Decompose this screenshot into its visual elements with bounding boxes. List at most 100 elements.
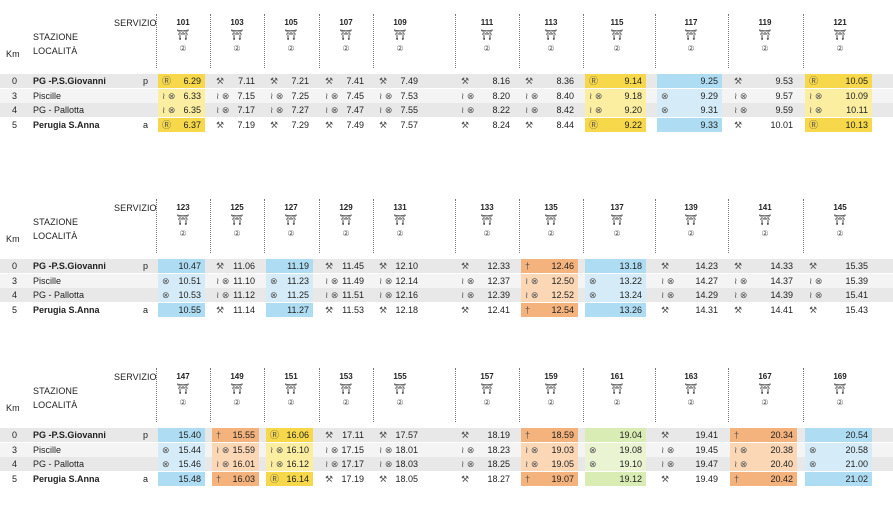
time-value: 11.25: [287, 290, 309, 300]
time-cell: Ⓡ 6.37: [158, 117, 205, 132]
time-cell: ⊗ 19.10: [585, 457, 646, 471]
circle-two-icon: ②: [483, 229, 491, 238]
request-stop-icon: ≀ ⊗: [734, 275, 748, 286]
time-cell: ≀ ⊗ 11.10: [212, 274, 259, 288]
stazione-label: STAZIONE: [33, 32, 79, 42]
station-name: PG -P.S.Giovanni: [33, 430, 106, 440]
service-symbol-icon: Ⓡ: [162, 76, 172, 86]
time-cell: ≀ ⊗ 16.12: [266, 457, 313, 471]
time-cell: ⚒ 11.45: [321, 259, 368, 273]
station-km: 3: [12, 444, 18, 455]
service-symbol-icon: ⚒: [661, 473, 670, 484]
time-value: 17.19: [341, 473, 364, 484]
request-stop-icon: ≀ ⊗: [809, 290, 823, 300]
service-symbol-icon: ⚒: [461, 76, 470, 86]
time-value: 19.08: [619, 444, 642, 455]
station-flag: p: [143, 261, 149, 271]
stazione-label: STAZIONE: [33, 386, 79, 396]
station-name: PG -P.S.Giovanni: [33, 76, 106, 86]
time-value: 19.49: [695, 473, 718, 484]
station-km: 5: [12, 304, 18, 315]
request-stop-icon: ≀ ⊗: [461, 459, 475, 469]
time-value: 14.33: [770, 261, 793, 271]
time-value: 12.37: [487, 275, 510, 286]
train-icon: ⛩: [339, 30, 353, 41]
service-symbol-icon: Ⓡ: [162, 119, 172, 130]
time-value: 13.18: [619, 261, 642, 271]
time-cell: ⊗ 11.23: [266, 273, 313, 288]
km-label: Km: [6, 234, 20, 244]
station-name: PG - Pallotta: [33, 290, 85, 300]
train-icon: ⛩: [758, 215, 772, 226]
time-value: 20.38: [770, 444, 793, 455]
time-cell: ≀ ⊗ 7.27: [266, 103, 313, 117]
column-divider: [583, 368, 584, 422]
request-stop-icon: ≀ ⊗: [589, 90, 603, 101]
time-cell: ≀ ⊗ 7.55: [375, 103, 422, 117]
service-symbol-icon: Ⓡ: [270, 473, 280, 484]
time-cell: ≀ ⊗ 20.40: [730, 457, 797, 471]
column-divider: [803, 368, 804, 422]
service-symbol-icon: ⚒: [461, 119, 470, 130]
train-header: 163 ⛩ ②: [669, 372, 713, 409]
time-cell: ≀ ⊗ 8.40: [521, 89, 578, 103]
train-number: 161: [610, 372, 624, 381]
service-symbol-icon: ⚒: [216, 119, 225, 130]
time-value: 17.11: [342, 430, 364, 440]
time-cell: ≀ ⊗ 10.09: [805, 88, 872, 103]
time-cell: ⊗ 13.22: [585, 273, 646, 288]
time-value: 20.58: [845, 444, 868, 455]
time-value: 7.45: [346, 90, 364, 101]
time-value: 18.23: [487, 444, 510, 455]
service-symbol-icon: †: [525, 261, 531, 271]
train-header: 147 ⛩ ②: [161, 372, 205, 409]
train-header: 113 ⛩ ②: [529, 18, 573, 55]
column-divider: [264, 199, 265, 253]
time-value: 12.14: [395, 275, 418, 286]
request-stop-icon: ≀ ⊗: [589, 105, 603, 115]
time-cell: ≀ ⊗ 17.15: [321, 443, 368, 457]
time-value: 9.29: [700, 90, 718, 101]
time-value: 12.54: [551, 304, 574, 315]
time-value: 11.12: [233, 290, 255, 300]
service-symbol-icon: ⚒: [525, 76, 534, 86]
request-stop-icon: ≀ ⊗: [734, 90, 748, 101]
request-stop-icon: ≀ ⊗: [525, 444, 539, 455]
request-stop-icon: ≀ ⊗: [661, 275, 675, 286]
time-value: 19.12: [619, 473, 642, 484]
train-icon: ⛩: [176, 215, 190, 226]
column-divider: [655, 14, 656, 68]
time-cell: ⚒ 12.10: [375, 259, 422, 273]
circle-two-icon: ②: [396, 398, 404, 407]
time-cell: ⚒ 18.05: [375, 472, 422, 486]
train-header: 131 ⛩ ②: [378, 203, 422, 240]
time-cell: † 18.59: [521, 428, 578, 442]
circle-two-icon: ②: [396, 229, 404, 238]
time-cell: ≀ ⊗ 7.15: [212, 89, 259, 103]
time-cell: ⚒ 17.11: [321, 428, 368, 442]
time-value: 7.49: [346, 119, 364, 130]
train-header: 109 ⛩ ②: [378, 18, 422, 55]
request-stop-icon: ⊗: [589, 444, 597, 455]
request-stop-icon: ⊗: [589, 459, 597, 469]
station-flag: p: [143, 430, 149, 440]
stazione-label: STAZIONE: [33, 217, 79, 227]
time-value: 12.18: [395, 304, 418, 315]
time-value: 14.23: [695, 261, 718, 271]
time-value: 7.41: [346, 76, 364, 86]
time-cell: ≀ ⊗ 7.47: [321, 103, 368, 117]
station-km: 4: [12, 459, 18, 469]
service-symbol-icon: ⚒: [461, 473, 470, 484]
time-value: 10.53: [178, 290, 201, 300]
circle-two-icon: ②: [761, 398, 769, 407]
circle-two-icon: ②: [287, 44, 295, 53]
time-cell: ≀ ⊗ 8.22: [457, 103, 514, 117]
train-number: 123: [176, 203, 190, 212]
time-value: 15.46: [178, 459, 201, 469]
time-value: 12.33: [487, 261, 510, 271]
time-value: 14.29: [695, 290, 718, 300]
station-name: PG - Pallotta: [33, 105, 85, 115]
time-cell: † 12.46: [521, 259, 578, 273]
time-value: 11.23: [287, 275, 309, 286]
time-cell: ≀ ⊗ 12.39: [457, 288, 514, 302]
